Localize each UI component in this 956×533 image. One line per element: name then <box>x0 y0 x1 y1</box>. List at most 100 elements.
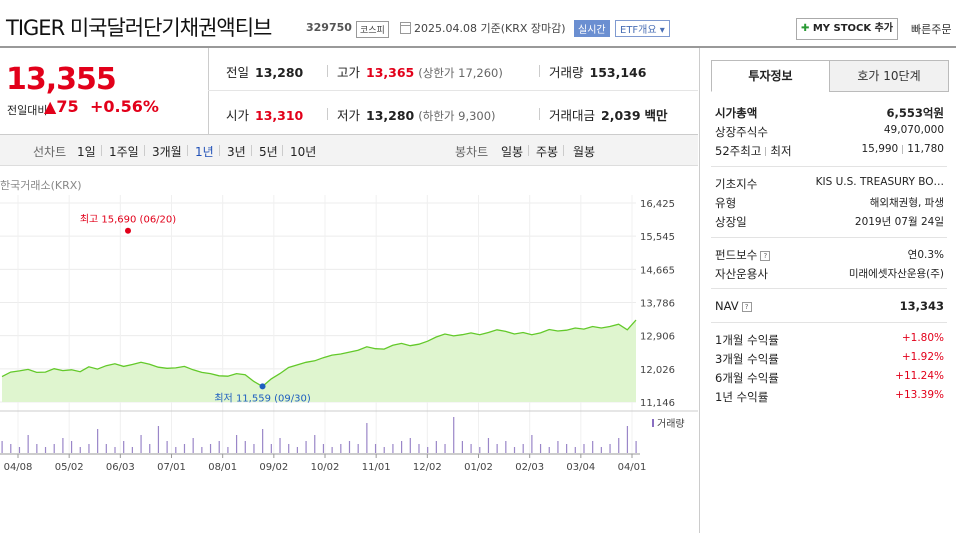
volume-bar <box>427 447 429 453</box>
tab-3month[interactable]: 3개월 <box>152 145 182 159</box>
tab-5year[interactable]: 5년 <box>259 145 278 159</box>
volume-bar <box>123 441 125 453</box>
volume-label: 거래량 <box>549 65 584 80</box>
volume-bar <box>401 441 403 453</box>
x-tick-label: 10/02 <box>311 462 340 473</box>
volume-bar <box>531 435 533 453</box>
return-6m-value: +11.24% <box>895 370 944 382</box>
tab-3year[interactable]: 3년 <box>227 145 246 159</box>
high-marker <box>125 227 131 234</box>
volume-bar <box>322 444 325 453</box>
volume-bar <box>183 444 186 453</box>
volume-bar <box>479 447 481 453</box>
type-value: 해외채권형, 파생 <box>869 197 944 209</box>
tab-daily-candle[interactable]: 일봉 <box>501 145 524 159</box>
chart-source-label: 한국거래소(KRX) <box>0 179 82 192</box>
realtime-button[interactable]: 실시간 <box>574 20 610 37</box>
low-value: 13,280 <box>366 108 415 123</box>
nav-label: NAV <box>715 299 739 313</box>
volume-bar <box>209 444 212 453</box>
chevron-down-icon: ▾ <box>659 25 665 36</box>
trade-amount-label: 거래대금 <box>549 108 596 123</box>
x-tick-label: 05/02 <box>55 462 84 473</box>
manager-value: 미래에셋자산운용(주) <box>848 268 944 280</box>
price-area <box>2 320 636 402</box>
add-mystock-label: MY STOCK 추가 <box>812 23 894 34</box>
volume-bar <box>157 426 160 453</box>
tab-1day[interactable]: 1일 <box>77 145 96 159</box>
volume-bar <box>244 441 246 453</box>
volume-bar <box>496 444 498 453</box>
trade-amount-value: 2,039 <box>601 108 641 123</box>
y-tick-label: 12,906 <box>640 332 675 343</box>
low52-value: 11,780 <box>907 143 944 155</box>
up-triangle-icon: ▲ <box>44 97 57 116</box>
volume-bar <box>36 444 38 453</box>
tab-1year[interactable]: 1년 <box>195 145 214 159</box>
volume-bar <box>374 444 377 453</box>
price-line <box>1 319 637 388</box>
volume-bar <box>79 447 81 453</box>
volume-bar <box>296 447 298 453</box>
upper-limit: (상한가 17,260) <box>418 66 503 80</box>
y-tick-label: 13,786 <box>640 299 675 310</box>
x-tick-label: 07/01 <box>157 462 186 473</box>
investment-info-panel: 투자정보 호가 10단계 시가총액 6,553억원 상장주식수 49,070,000… <box>699 48 956 533</box>
current-price: 13,355 <box>6 62 117 97</box>
x-tick-label: 06/03 <box>106 462 135 473</box>
volume-bar <box>600 447 602 453</box>
tab-weekly-candle[interactable]: 주봉 <box>536 145 559 159</box>
return-6m-label: 6개월 수익률 <box>715 371 779 385</box>
volume-bar <box>218 441 220 453</box>
volume-bar <box>27 435 29 453</box>
y-tick-label: 11,146 <box>640 398 675 409</box>
return-1y-label: 1년 수익률 <box>715 390 769 404</box>
tab-investment-info[interactable]: 투자정보 <box>711 60 830 92</box>
return-1y-value: +13.39% <box>895 389 944 401</box>
add-mystock-button[interactable]: ✚ MY STOCK 추가 <box>796 18 898 40</box>
x-tick-label: 03/04 <box>566 462 595 473</box>
volume-bar <box>435 441 437 453</box>
chart-period-tabs: 선차트 1일 1주일 3개월 1년 3년 5년 10년 봉차트 일봉 주봉 월봉 <box>0 135 698 166</box>
help-icon[interactable]: ? <box>741 301 752 312</box>
volume: 거래량 153,146 <box>549 62 646 81</box>
volume-bar <box>357 444 359 453</box>
open-label: 시가 <box>226 108 250 123</box>
tab-1week[interactable]: 1주일 <box>109 145 139 159</box>
return-3m-value: +1.92% <box>901 351 944 363</box>
volume-bar <box>44 447 47 453</box>
volume-bar <box>140 435 142 453</box>
return-1m-label: 1개월 수익률 <box>715 333 779 347</box>
open-price: 시가 13,310 <box>226 105 303 124</box>
quick-order-link[interactable]: 빠른주문 <box>911 23 952 36</box>
etf-overview-label: ETF개요 <box>620 25 657 36</box>
open-value: 13,310 <box>255 108 304 123</box>
help-icon[interactable]: ? <box>760 250 771 261</box>
tab-10year[interactable]: 10년 <box>290 145 317 159</box>
trade-amount-unit: 백만 <box>644 108 668 123</box>
volume-bar <box>53 444 55 453</box>
etf-overview-dropdown[interactable]: ETF개요 ▾ <box>615 20 670 37</box>
market-badge: 코스피 <box>356 21 389 38</box>
price-chart[interactable]: 16,425 15,545 14,665 13,786 12,906 12,026 11,1… <box>0 195 698 480</box>
volume-bar <box>62 438 64 453</box>
tab-monthly-candle[interactable]: 월봉 <box>573 145 596 159</box>
volume-bar <box>522 444 524 453</box>
volume-bar <box>513 447 516 453</box>
x-tick-label: 08/01 <box>208 462 237 473</box>
volume-bar <box>592 441 594 453</box>
volume-bar <box>635 441 637 453</box>
volume-bar <box>461 441 464 453</box>
volume-bar <box>409 438 411 453</box>
prev-close-label: 전일 <box>226 65 250 80</box>
return-1m-value: +1.80% <box>901 332 944 344</box>
volume-bar <box>18 447 21 453</box>
y-tick-label: 15,545 <box>640 232 675 243</box>
volume-bar <box>487 438 490 453</box>
low-label: 저가 <box>337 108 361 123</box>
volume-bar <box>314 435 316 453</box>
volume-legend-swatch <box>652 419 654 427</box>
volume-bar <box>383 447 385 453</box>
index-label: 기초지수 <box>715 177 758 191</box>
tab-order-book[interactable]: 호가 10단계 <box>829 60 949 92</box>
